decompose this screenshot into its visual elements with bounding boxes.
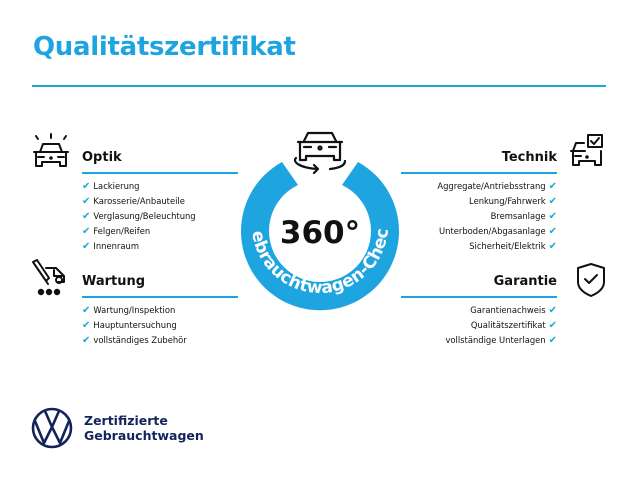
- check-icon: ✔: [548, 181, 557, 192]
- list-item: Qualitätszertifikat ✔: [470, 320, 557, 331]
- vw-logo: [31, 407, 73, 449]
- list-item: Aggregate/Antriebsstrang ✔: [437, 181, 557, 192]
- title-divider: [32, 85, 606, 87]
- check-icon: ✔: [548, 305, 557, 316]
- list-item: ✔ Felgen/Reifen: [82, 226, 151, 237]
- list-item: ✔ Verglasung/Beleuchtung: [82, 211, 196, 222]
- list-item: ✔ Wartung/Inspektion: [82, 305, 176, 316]
- check-icon: ✔: [82, 241, 91, 252]
- check-icon: ✔: [548, 226, 557, 237]
- section-divider: [401, 172, 557, 174]
- badge-value: 360°: [280, 215, 360, 251]
- check-360-badge: 360° Gebrauchtwagen-Check: [230, 125, 399, 311]
- list-item: ✔ Lackierung: [82, 181, 140, 192]
- check-icon: ✔: [82, 320, 91, 331]
- check-icon: ✔: [82, 196, 91, 207]
- section-technik: Technik Aggregate/Antriebsstrang ✔ Lenkun…: [401, 149, 557, 254]
- list-item: ✔ Karosserie/Anbauteile: [82, 196, 185, 207]
- check-icon: ✔: [82, 335, 91, 346]
- page-title: Qualitätszertifikat: [33, 32, 296, 62]
- check-icon: ✔: [82, 226, 91, 237]
- check-icon: ✔: [82, 181, 91, 192]
- brand-line-2: Gebrauchtwagen: [84, 428, 204, 443]
- car-lights-icon: [33, 133, 69, 167]
- list-item: ✔ Hauptuntersuchung: [82, 320, 177, 331]
- shield-check-icon: [577, 263, 605, 297]
- section-divider: [82, 172, 238, 174]
- list-item: Bremsanlage ✔: [490, 211, 557, 222]
- check-icon: ✔: [548, 320, 557, 331]
- section-heading: Optik: [82, 150, 122, 165]
- list-item: ✔ vollständiges Zubehör: [82, 335, 187, 346]
- section-divider: [82, 296, 238, 298]
- list-item: Unterboden/Abgasanlage ✔: [439, 226, 557, 237]
- list-item: Garantienachweis ✔: [470, 305, 557, 316]
- section-optik: Optik ✔ Lackierung ✔ Karosserie/Anbauteile…: [82, 149, 238, 254]
- check-icon: ✔: [82, 211, 91, 222]
- service-car-icon: [32, 259, 65, 296]
- list-item: Lenkung/Fahrwerk ✔: [469, 196, 557, 207]
- badge-ring: [241, 162, 399, 311]
- list-item: Sicherheit/Elektrik ✔: [469, 241, 557, 252]
- check-icon: ✔: [548, 241, 557, 252]
- section-wartung: Wartung ✔ Wartung/Inspektion ✔ Hauptunters…: [82, 273, 238, 348]
- check-icon: ✔: [548, 211, 557, 222]
- list-item: ✔ Innenraum: [82, 241, 139, 252]
- section-heading: Wartung: [82, 274, 146, 289]
- section-divider: [401, 296, 557, 298]
- check-icon: ✔: [548, 196, 557, 207]
- section-garantie: Garantie Garantienachweis ✔ Qualitätszert…: [401, 273, 557, 348]
- check-icon: ✔: [82, 305, 91, 316]
- brand-text: Zertifizierte Gebrauchtwagen: [84, 413, 204, 443]
- list-item: vollständige Unterlagen ✔: [445, 335, 557, 346]
- car-checkbox-icon: [570, 134, 603, 166]
- brand-line-1: Zertifizierte: [84, 413, 168, 428]
- section-heading: Garantie: [493, 274, 557, 289]
- car-360-icon: [293, 131, 347, 175]
- section-heading: Technik: [501, 150, 557, 165]
- check-icon: ✔: [548, 335, 557, 346]
